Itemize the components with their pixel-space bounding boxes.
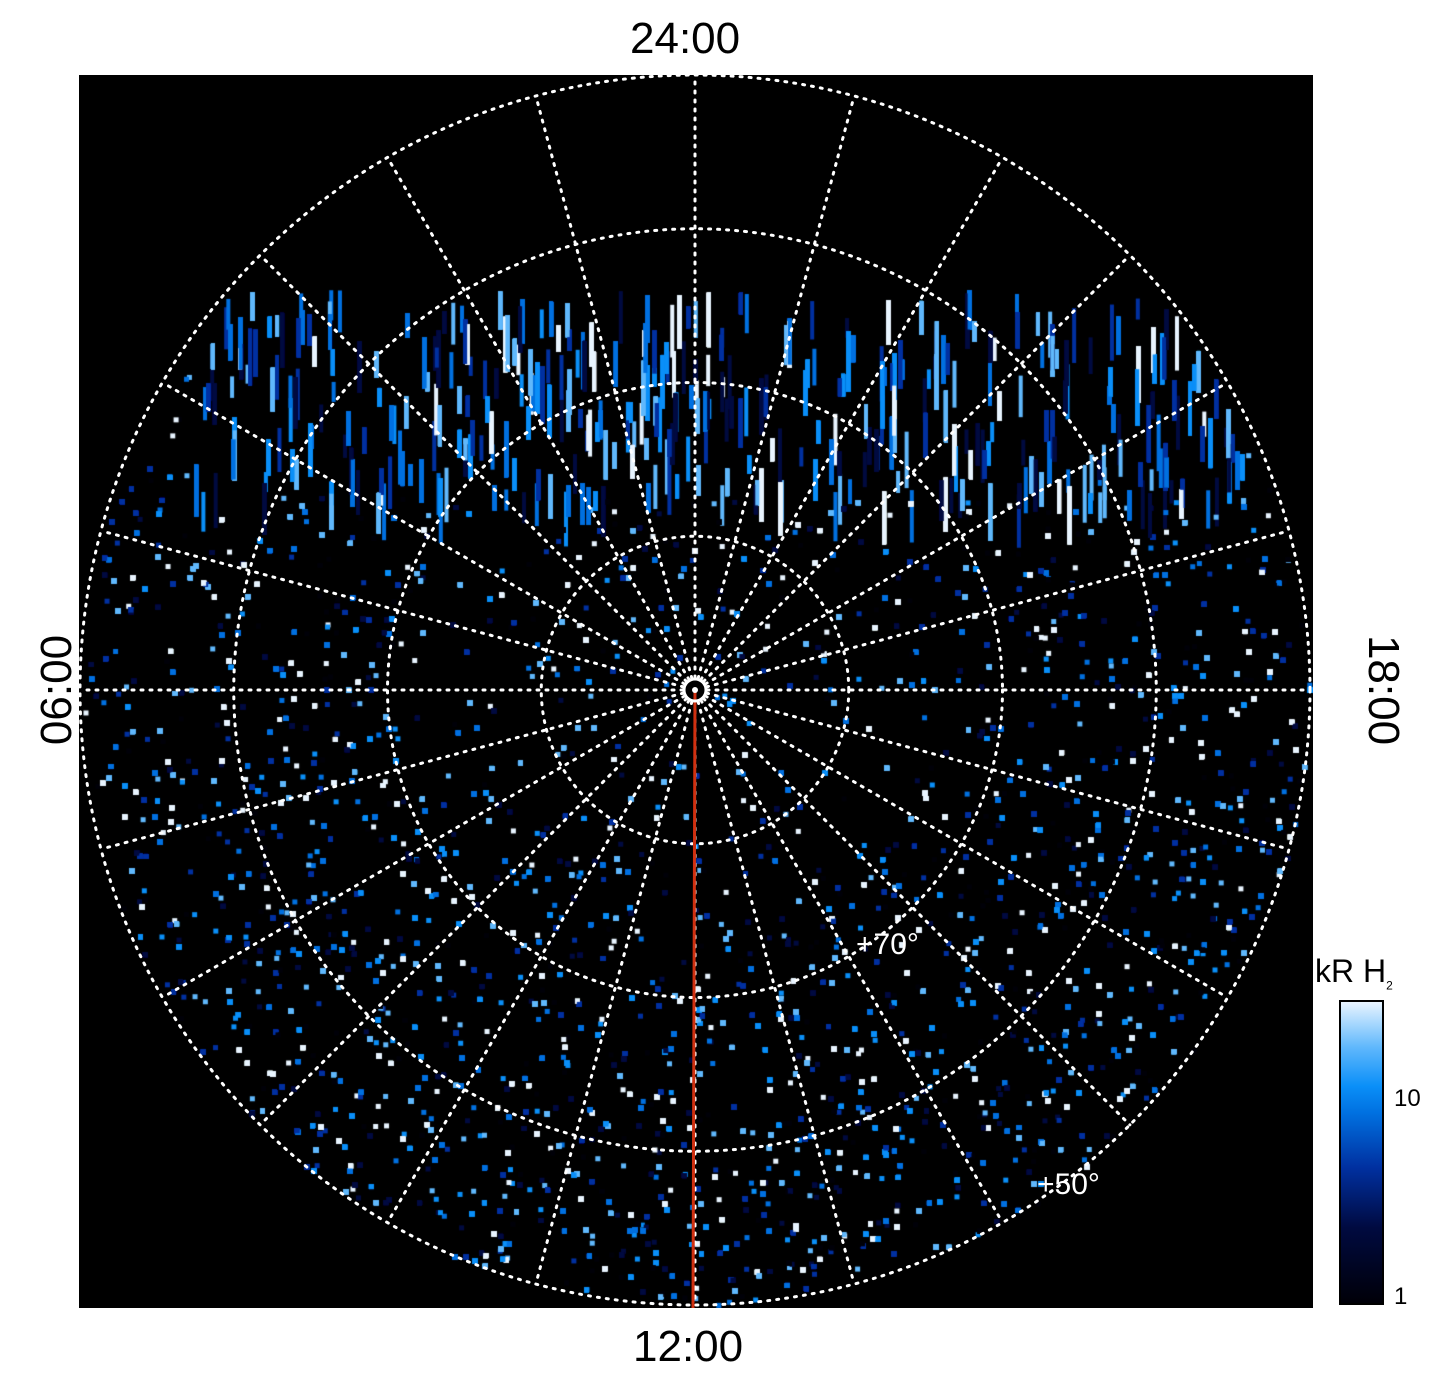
meridian-line xyxy=(703,694,1230,999)
meridian-line xyxy=(160,694,687,999)
colorbar xyxy=(1339,1000,1384,1305)
meridian-line xyxy=(386,155,691,682)
meridian-line xyxy=(696,94,856,680)
colorbar-tick-1: 1 xyxy=(1394,1283,1408,1310)
meridian-line xyxy=(696,700,856,1286)
meridian-line xyxy=(703,381,1230,686)
meridian-line xyxy=(534,94,694,680)
latitude-circle-50 xyxy=(79,75,1312,1307)
colorbar-title: kR H2 xyxy=(1315,953,1393,992)
colorbar-tick-10: 10 xyxy=(1394,1085,1421,1112)
latitude-label-70: +70° xyxy=(856,928,919,961)
meridian-line xyxy=(258,696,689,1127)
polar-grid xyxy=(79,75,1312,1308)
local-time-label-noon: 12:00 xyxy=(633,1322,744,1371)
colorbar-unit: kR H xyxy=(1315,953,1387,989)
noon-meridian-marker-line xyxy=(691,689,697,1308)
meridian-line xyxy=(699,698,1004,1225)
meridian-line xyxy=(534,700,694,1286)
colorbar-subscript: 2 xyxy=(1386,978,1393,993)
meridian-line xyxy=(701,253,1132,684)
meridian-line xyxy=(386,698,691,1225)
latitude-circle-80 xyxy=(539,534,851,846)
polar-emission-map: +70° +50° xyxy=(79,75,1313,1308)
local-time-label-dusk: 18:00 xyxy=(1359,634,1408,746)
pole-marker xyxy=(682,677,708,703)
meridian-line xyxy=(99,529,685,689)
meridian-line xyxy=(258,253,689,684)
latitude-label-50: +50° xyxy=(1037,1168,1100,1201)
meridian-line xyxy=(701,696,1132,1127)
meridian-line xyxy=(705,691,1291,851)
meridian-line xyxy=(705,529,1291,689)
meridian-line xyxy=(160,381,687,686)
local-time-label-dawn: 06:00 xyxy=(32,634,81,746)
local-time-label-midnight: 24:00 xyxy=(630,14,741,63)
meridian-line xyxy=(699,155,1004,682)
pole-dot xyxy=(692,687,698,693)
meridian-line xyxy=(99,691,685,851)
